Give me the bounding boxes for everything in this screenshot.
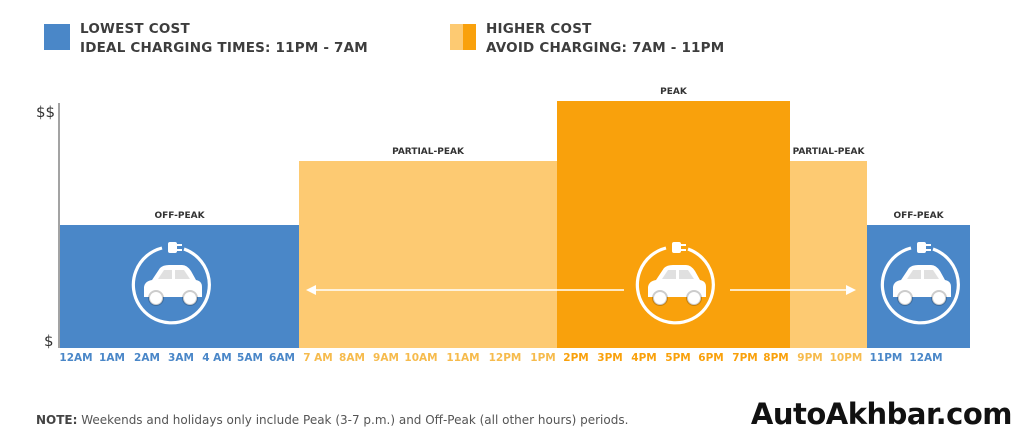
x-tick-label-18: 6PM bbox=[698, 352, 723, 364]
watermark: AutoAkhbar.com bbox=[750, 397, 1013, 431]
band-1 bbox=[299, 161, 557, 348]
ev-car-charging-icon-offpeak-night bbox=[880, 242, 960, 325]
x-tick-label-5: 5AM bbox=[237, 352, 263, 364]
legend-high-title: HIGHER COST bbox=[486, 21, 592, 37]
band-3 bbox=[790, 161, 867, 348]
band-label-3: PARTIAL-PEAK bbox=[793, 147, 866, 157]
x-tick-label-11: 11AM bbox=[446, 352, 479, 364]
legend-swatch-orange bbox=[450, 24, 476, 50]
footnote: NOTE: Weekends and holidays only include… bbox=[36, 413, 628, 427]
note-prefix: NOTE: bbox=[36, 413, 78, 427]
x-tick-label-14: 2PM bbox=[563, 352, 588, 364]
x-tick-label-17: 5PM bbox=[665, 352, 690, 364]
legend-higher-cost: HIGHER COST AVOID CHARGING: 7AM - 11PM bbox=[450, 20, 724, 58]
x-tick-label-9: 9AM bbox=[373, 352, 399, 364]
y-tick-label-high: $$ bbox=[36, 103, 55, 121]
band-2 bbox=[557, 101, 790, 348]
legend-low-subtitle: IDEAL CHARGING TIMES: 11PM - 7AM bbox=[80, 40, 368, 56]
band-label-0: OFF-PEAK bbox=[154, 211, 205, 221]
ev-car-charging-icon-peak bbox=[635, 242, 715, 325]
x-tick-label-1: 1AM bbox=[99, 352, 125, 364]
x-tick-label-12: 12PM bbox=[489, 352, 522, 364]
band-label-4: OFF-PEAK bbox=[893, 211, 944, 221]
x-tick-label-7: 7 AM bbox=[303, 352, 333, 364]
note-text: Weekends and holidays only include Peak … bbox=[77, 413, 629, 427]
arrow-head-left bbox=[306, 285, 316, 295]
x-tick-label-15: 3PM bbox=[597, 352, 622, 364]
x-tick-label-4: 4 AM bbox=[202, 352, 232, 364]
x-tick-label-10: 10AM bbox=[404, 352, 437, 364]
legend-low-title: LOWEST COST bbox=[80, 21, 190, 37]
x-tick-label-3: 3AM bbox=[168, 352, 194, 364]
x-tick-label-8: 8AM bbox=[339, 352, 365, 364]
band-label-2: PEAK bbox=[660, 87, 688, 97]
x-tick-label-22: 10PM bbox=[830, 352, 863, 364]
x-tick-label-6: 6AM bbox=[269, 352, 295, 364]
band-label-1: PARTIAL-PEAK bbox=[392, 147, 465, 157]
x-tick-label-24: 12AM bbox=[909, 352, 942, 364]
x-tick-label-20: 8PM bbox=[763, 352, 788, 364]
y-tick-label-low: $ bbox=[44, 332, 54, 350]
legend-high-subtitle: AVOID CHARGING: 7AM - 11PM bbox=[486, 40, 725, 56]
x-tick-label-16: 4PM bbox=[631, 352, 656, 364]
x-tick-label-13: 1PM bbox=[530, 352, 555, 364]
x-tick-label-23: 11PM bbox=[870, 352, 903, 364]
x-tick-label-21: 9PM bbox=[797, 352, 822, 364]
ev-car-charging-icon-offpeak bbox=[131, 242, 211, 325]
arrow-head-right bbox=[846, 285, 856, 295]
x-tick-label-19: 7PM bbox=[732, 352, 757, 364]
x-tick-label-0: 12AM bbox=[59, 352, 92, 364]
x-tick-label-2: 2AM bbox=[134, 352, 160, 364]
legend-lowest-cost: LOWEST COST IDEAL CHARGING TIMES: 11PM -… bbox=[44, 20, 368, 58]
charging-cost-chart: OFF-PEAK PARTIAL-PEAK PEAK PARTIAL-PEAK OFF-… bbox=[36, 87, 970, 364]
legend-swatch-blue bbox=[44, 24, 70, 50]
